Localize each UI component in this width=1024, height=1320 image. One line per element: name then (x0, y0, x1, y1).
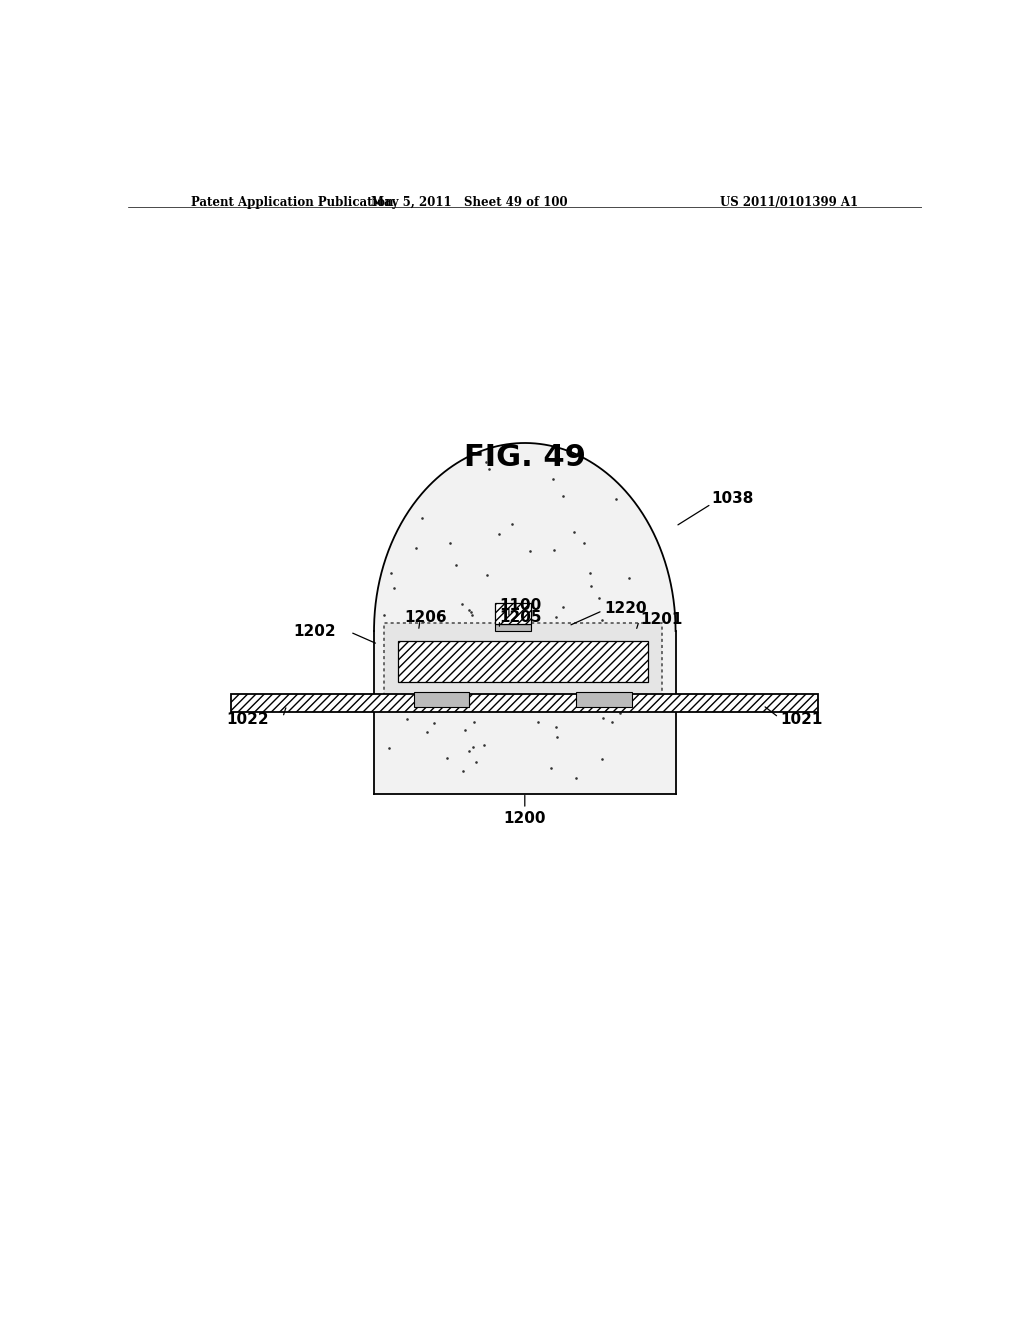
Point (385, 578, 401, 599)
Point (522, 541, 539, 562)
Text: 1038: 1038 (712, 491, 754, 507)
Point (479, 564, 496, 585)
Point (387, 665, 403, 686)
Point (520, 698, 537, 719)
Point (629, 595, 645, 616)
Point (633, 694, 649, 715)
Bar (495, 624, 530, 631)
Point (548, 717, 564, 738)
Point (409, 610, 425, 631)
Bar (495, 602, 530, 624)
Polygon shape (374, 444, 676, 793)
Text: 1220: 1220 (604, 601, 647, 616)
Point (594, 708, 610, 729)
Text: 1206: 1206 (404, 610, 446, 626)
Point (549, 727, 565, 748)
Point (426, 713, 442, 734)
Point (628, 616, 644, 638)
Point (621, 568, 637, 589)
Point (611, 702, 628, 723)
Bar (384, 623, 663, 700)
Point (383, 562, 399, 583)
Point (583, 576, 599, 597)
Point (493, 700, 509, 721)
Point (504, 513, 520, 535)
Point (566, 521, 583, 543)
Point (439, 632, 456, 653)
Text: 1022: 1022 (226, 711, 269, 727)
Text: 1202: 1202 (293, 623, 336, 639)
Point (530, 711, 547, 733)
Point (461, 741, 477, 762)
Point (439, 747, 456, 768)
Point (543, 758, 559, 779)
Text: May 5, 2011   Sheet 49 of 100: May 5, 2011 Sheet 49 of 100 (371, 195, 567, 209)
Point (594, 610, 610, 631)
Point (484, 684, 501, 705)
Point (516, 673, 532, 694)
Text: Patent Application Publication: Patent Application Publication (191, 195, 394, 209)
Text: 1205: 1205 (500, 610, 542, 626)
Point (480, 459, 497, 480)
Point (408, 661, 424, 682)
Point (455, 760, 471, 781)
Text: US 2011/0101399 A1: US 2011/0101399 A1 (720, 195, 858, 209)
Point (567, 767, 584, 788)
Point (388, 681, 404, 702)
Point (415, 611, 431, 632)
Bar (397, 642, 648, 682)
Point (477, 451, 494, 473)
Bar (231, 694, 818, 713)
Bar (414, 692, 469, 708)
Point (498, 677, 514, 698)
Point (607, 488, 624, 510)
Point (583, 562, 599, 583)
Point (468, 752, 484, 774)
Point (408, 537, 424, 558)
Point (603, 711, 620, 733)
Point (555, 595, 571, 616)
Point (545, 469, 561, 490)
Point (649, 690, 666, 711)
Bar (577, 692, 632, 708)
Point (476, 735, 493, 756)
Point (463, 601, 479, 622)
Point (465, 737, 481, 758)
Point (465, 711, 481, 733)
Text: 1021: 1021 (780, 711, 822, 727)
Point (548, 607, 564, 628)
Point (419, 722, 435, 743)
Point (454, 594, 470, 615)
Point (555, 484, 571, 506)
Text: 1200: 1200 (504, 810, 546, 826)
Point (457, 719, 473, 741)
Point (546, 539, 562, 560)
Point (414, 508, 430, 529)
Point (441, 532, 458, 553)
Point (594, 748, 610, 770)
Point (523, 632, 540, 653)
Point (464, 605, 480, 626)
Text: 1100: 1100 (500, 598, 542, 612)
Point (575, 532, 592, 553)
Point (447, 554, 464, 576)
Point (490, 523, 507, 544)
Point (399, 709, 416, 730)
Point (633, 690, 649, 711)
Point (591, 587, 607, 609)
Point (431, 603, 447, 624)
Point (643, 667, 659, 688)
Point (569, 627, 586, 648)
Point (610, 655, 627, 676)
Point (461, 599, 477, 620)
Point (376, 605, 392, 626)
Text: FIG. 49: FIG. 49 (464, 444, 586, 473)
Text: 1201: 1201 (640, 612, 682, 627)
Point (458, 652, 474, 673)
Point (655, 693, 672, 714)
Point (381, 738, 397, 759)
Point (463, 665, 479, 686)
